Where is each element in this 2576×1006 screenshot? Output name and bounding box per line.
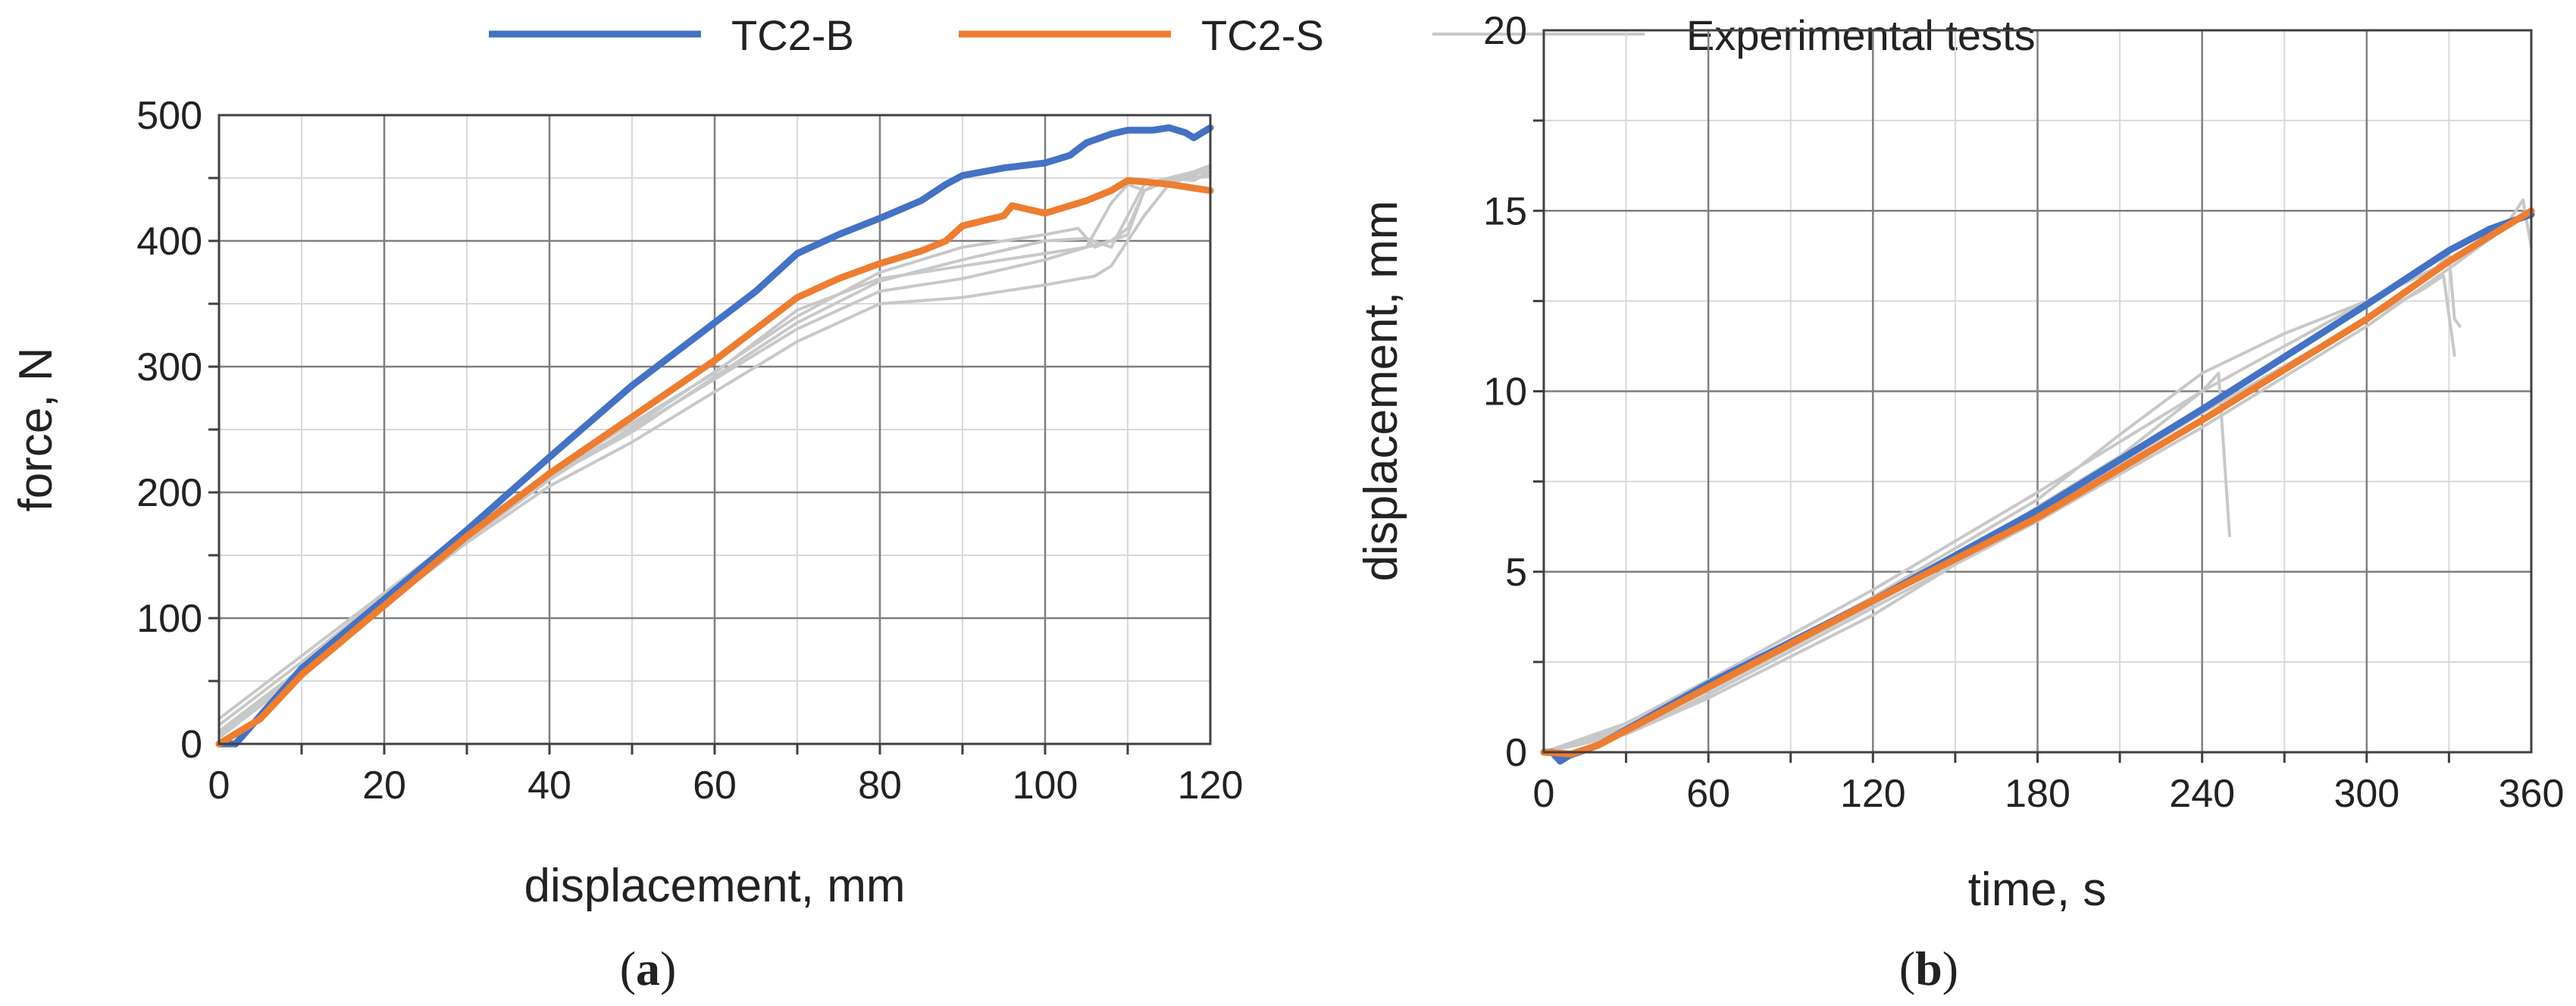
- panel-b-caption: (b): [1899, 942, 1958, 995]
- panel-a-y-tick-label-200: 200: [136, 471, 202, 515]
- panel-b-x-tick-label-0: 0: [1533, 772, 1555, 816]
- panel-b-series-tc2-s: [1540, 207, 2535, 758]
- panel-a-chart: 0 20 40 60 80 100 120 0 100 200 300 400 500 displacem…: [10, 94, 1243, 912]
- panel-b-caption-close: ): [1942, 942, 1958, 995]
- legend-label-experimental-tests: Experimental tests: [1686, 11, 2036, 59]
- legend: TC2-B TC2-S Experimental tests: [489, 11, 2036, 59]
- panel-a-y-tick-label-100: 100: [136, 597, 202, 641]
- panel-b-grid: [1544, 30, 2531, 752]
- legend-item-tc2-s: TC2-S: [959, 11, 1324, 59]
- panel-b-y-tick-label-10: 10: [1483, 370, 1527, 414]
- panel-a-y-axis-label: force, N: [10, 347, 62, 511]
- panel-a-caption-open: (: [620, 942, 636, 995]
- panel-a-series-tc2-s: [215, 177, 1214, 748]
- legend-item-tc2-b: TC2-B: [489, 11, 854, 59]
- panel-a-caption: (a): [620, 942, 677, 995]
- legend-label-tc2-b: TC2-B: [731, 11, 854, 59]
- panel-b-x-tick-label-240: 240: [2169, 772, 2235, 816]
- panel-b-y-tick-label-0: 0: [1505, 731, 1527, 775]
- panel-b-y-tick-label-5: 5: [1505, 551, 1527, 595]
- panel-a-y-tick-label-400: 400: [136, 220, 202, 264]
- panel-b-y-tick-label-15: 15: [1483, 189, 1527, 233]
- panel-b-x-tick-label-360: 360: [2499, 772, 2565, 816]
- panel-a-grid: [219, 115, 1210, 744]
- panel-a-x-tick-label-120: 120: [1178, 764, 1244, 808]
- panel-a-caption-letter: a: [636, 942, 660, 995]
- panel-b-x-tick-label-180: 180: [2005, 772, 2071, 816]
- panel-a-series-tc2-b: [215, 124, 1214, 748]
- panel-a-y-tick-label-500: 500: [136, 94, 202, 138]
- panel-a-x-tick-label-40: 40: [527, 764, 571, 808]
- panel-a-series-experimental-test-3: [218, 166, 1212, 739]
- panel-a-y-tick-label-0: 0: [180, 723, 202, 767]
- panel-b-caption-open: (: [1899, 942, 1915, 995]
- panel-b-chart: 0 60 120 180 240 300 360 0 5 10 15 20 time, s displac…: [1355, 9, 2564, 916]
- legend-item-experimental-tests: Experimental tests: [1432, 11, 2036, 59]
- panel-b-x-tick-label-60: 60: [1686, 772, 1730, 816]
- panel-a-x-tick-label-100: 100: [1013, 764, 1078, 808]
- panel-a-x-tick-label-0: 0: [208, 764, 230, 808]
- panel-b-series-experimental-test-2: [1542, 252, 2462, 754]
- panel-b-tick-labels: 0 60 120 180 240 300 360 0 5 10 15 20: [1483, 9, 2564, 816]
- panel-b-caption-letter: b: [1915, 942, 1942, 995]
- panel-a-tick-marks: [208, 177, 1129, 754]
- panel-a-x-axis-label: displacement, mm: [524, 860, 905, 912]
- panel-a-series: [215, 124, 1214, 748]
- panel-b-series: [1540, 198, 2535, 765]
- panel-b-x-tick-label-300: 300: [2333, 772, 2399, 816]
- panel-b-y-axis-label: displacement, mm: [1355, 200, 1407, 581]
- panel-a-tick-labels: 0 20 40 60 80 100 120 0 100 200 300 400 500: [136, 94, 1243, 808]
- panel-a-caption-close: ): [660, 942, 676, 995]
- panel-b-y-tick-label-20: 20: [1483, 9, 1527, 53]
- panel-a-x-tick-label-60: 60: [693, 764, 737, 808]
- panel-a-y-tick-label-300: 300: [136, 345, 202, 389]
- panel-a-x-tick-label-20: 20: [362, 764, 406, 808]
- panel-b-x-axis-label: time, s: [1968, 864, 2107, 916]
- legend-label-tc2-s: TC2-S: [1201, 11, 1324, 59]
- panel-b-tick-marks: [1533, 119, 2450, 763]
- panel-a-x-tick-label-80: 80: [858, 764, 902, 808]
- panel-b-x-tick-label-120: 120: [1840, 772, 1906, 816]
